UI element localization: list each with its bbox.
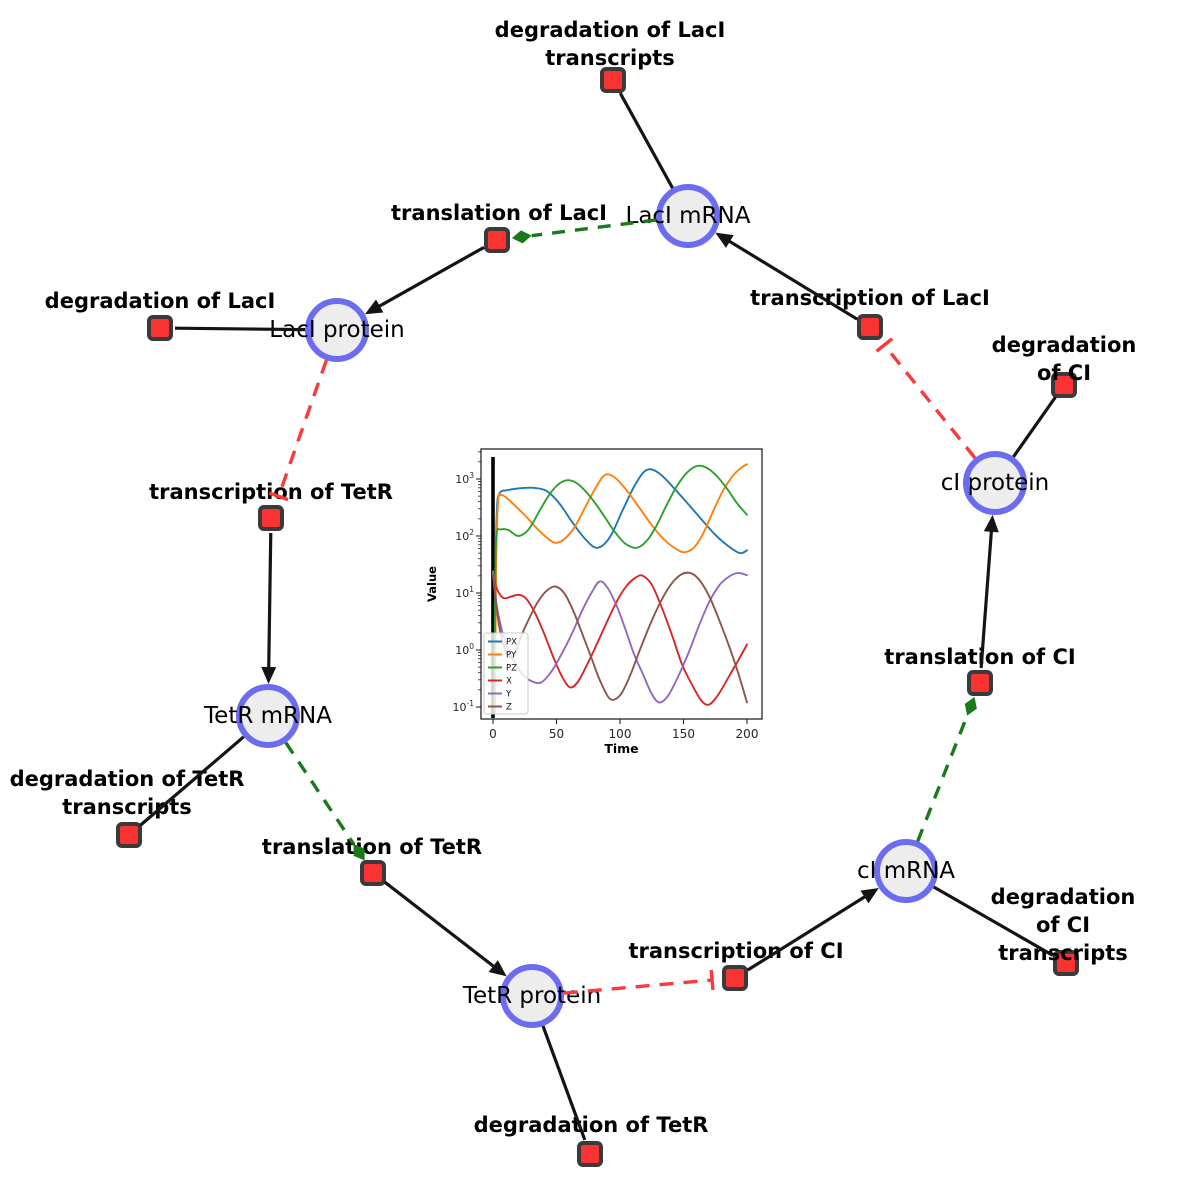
- reaction-node-deg-ci[interactable]: [1051, 372, 1077, 398]
- reaction-label-transcription-tetr: transcription of TetR: [149, 480, 393, 504]
- species-label-ci-mrna: cI mRNA: [856, 858, 956, 884]
- species-label-ci-protein: cI protein: [940, 470, 1050, 496]
- species-node-ci-protein[interactable]: [963, 451, 1027, 515]
- species-node-tetr-protein[interactable]: [500, 964, 564, 1028]
- species-label-laci-mrna: LacI mRNA: [625, 203, 751, 229]
- reaction-label-translation-tetr: translation of TetR: [261, 835, 483, 859]
- species-label-tetr-protein: TetR protein: [462, 983, 602, 1009]
- reaction-label-deg-tetr: degradation of TetR: [473, 1113, 709, 1137]
- species-node-tetr-mrna[interactable]: [236, 684, 300, 748]
- species-label-laci-protein: LacI protein: [269, 317, 405, 343]
- reaction-node-deg-ci-transcripts[interactable]: [1053, 950, 1079, 976]
- species-node-ci-mrna[interactable]: [874, 839, 938, 903]
- reaction-node-translation-ci[interactable]: [967, 670, 993, 696]
- reaction-label-deg-ci-transcripts: degradation of CI transcripts: [990, 885, 1136, 965]
- reaction-node-deg-laci-transcripts[interactable]: [600, 67, 626, 93]
- species-label-tetr-mrna: TetR mRNA: [204, 703, 332, 729]
- reaction-label-deg-tetr-transcripts: degradation of TetR transcripts: [9, 767, 245, 819]
- reaction-node-deg-tetr[interactable]: [577, 1141, 603, 1167]
- reaction-node-transcription-laci[interactable]: [857, 314, 883, 340]
- reaction-node-transcription-tetr[interactable]: [258, 505, 284, 531]
- reaction-node-translation-tetr[interactable]: [360, 860, 386, 886]
- reaction-node-deg-tetr-transcripts[interactable]: [116, 822, 142, 848]
- species-node-laci-mrna[interactable]: [656, 184, 720, 248]
- reaction-node-translation-laci[interactable]: [484, 227, 510, 253]
- reaction-label-transcription-ci: transcription of CI: [628, 939, 844, 963]
- reaction-label-deg-laci-transcripts: degradation of LacI transcripts: [494, 18, 726, 70]
- reaction-label-translation-ci: translation of CI: [884, 645, 1076, 669]
- reaction-label-deg-ci: degradation of CI: [991, 333, 1137, 385]
- species-node-laci-protein[interactable]: [305, 298, 369, 362]
- reaction-node-deg-laci[interactable]: [147, 315, 173, 341]
- reaction-label-deg-laci: degradation of LacI: [44, 289, 276, 313]
- reaction-label-translation-laci: translation of LacI: [391, 201, 607, 225]
- reaction-node-transcription-ci[interactable]: [722, 965, 748, 991]
- reaction-label-transcription-laci: transcription of LacI: [750, 286, 990, 310]
